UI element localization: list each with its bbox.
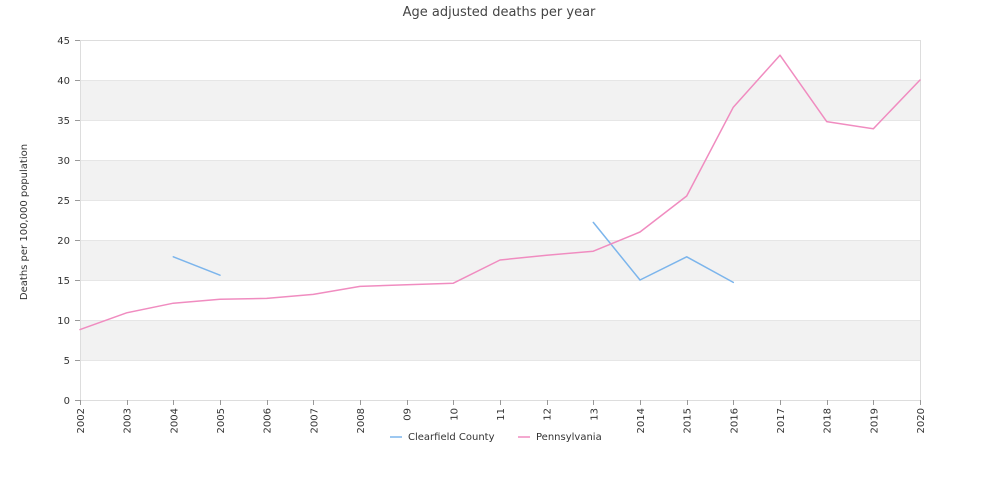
series-clearfield-county xyxy=(172,221,735,284)
x-tick-label: 2007 xyxy=(309,408,320,433)
x-tick-label: 12 xyxy=(543,408,554,421)
legend-label: Pennsylvania xyxy=(536,432,602,443)
legend-item: Clearfield County xyxy=(390,432,495,443)
series-line-segment xyxy=(592,221,735,284)
y-tick-label: 0 xyxy=(64,396,70,407)
grid-bands xyxy=(80,80,920,360)
x-tick-label: 2005 xyxy=(216,408,227,433)
series-pennsylvania xyxy=(79,54,921,331)
x-tick-label: 2008 xyxy=(356,408,367,433)
series-lines xyxy=(79,54,921,331)
series-line-segment xyxy=(79,54,921,331)
y-axis-label: Deaths per 100,000 population xyxy=(19,144,30,300)
x-tick-label: 2018 xyxy=(823,408,834,433)
legend: Clearfield County Pennsylvania xyxy=(390,432,602,443)
x-tick-label: 09 xyxy=(403,408,414,421)
x-tick-label: 2014 xyxy=(636,408,647,433)
x-axis-ticks: 2002 2003 2004 2005 2006 2007 2008 09 10 11 12 13 20… xyxy=(76,400,927,433)
series-line-segment xyxy=(172,256,221,276)
y-tick-label: 10 xyxy=(57,316,70,327)
x-tick-label: 2003 xyxy=(123,408,134,433)
x-tick-label: 10 xyxy=(449,408,460,421)
x-tick-label: 2015 xyxy=(683,408,694,433)
y-tick-label: 45 xyxy=(57,36,70,47)
legend-item: Pennsylvania xyxy=(518,432,602,443)
x-tick-label: 2002 xyxy=(76,408,87,433)
y-tick-label: 25 xyxy=(57,196,70,207)
x-tick-label: 2020 xyxy=(916,408,927,433)
y-tick-label: 35 xyxy=(57,116,70,127)
chart-title: Age adjusted deaths per year xyxy=(403,5,596,20)
y-tick-label: 30 xyxy=(57,156,70,167)
legend-label: Clearfield County xyxy=(408,432,495,443)
x-tick-label: 2016 xyxy=(729,408,740,433)
grid-band xyxy=(80,320,920,360)
x-tick-label: 2017 xyxy=(776,408,787,433)
x-tick-label: 13 xyxy=(589,408,600,421)
x-tick-label: 2004 xyxy=(169,408,180,433)
y-tick-label: 20 xyxy=(57,236,70,247)
grid-band xyxy=(80,160,920,200)
y-axis-ticks: 0 5 10 15 20 25 30 35 40 45 xyxy=(57,36,80,407)
x-tick-label: 11 xyxy=(496,408,507,421)
x-tick-label: 2019 xyxy=(869,408,880,433)
x-tick-label: 2006 xyxy=(263,408,274,433)
y-tick-label: 5 xyxy=(64,356,70,367)
grid-band xyxy=(80,80,920,120)
y-tick-label: 15 xyxy=(57,276,70,287)
y-tick-label: 40 xyxy=(57,76,70,87)
